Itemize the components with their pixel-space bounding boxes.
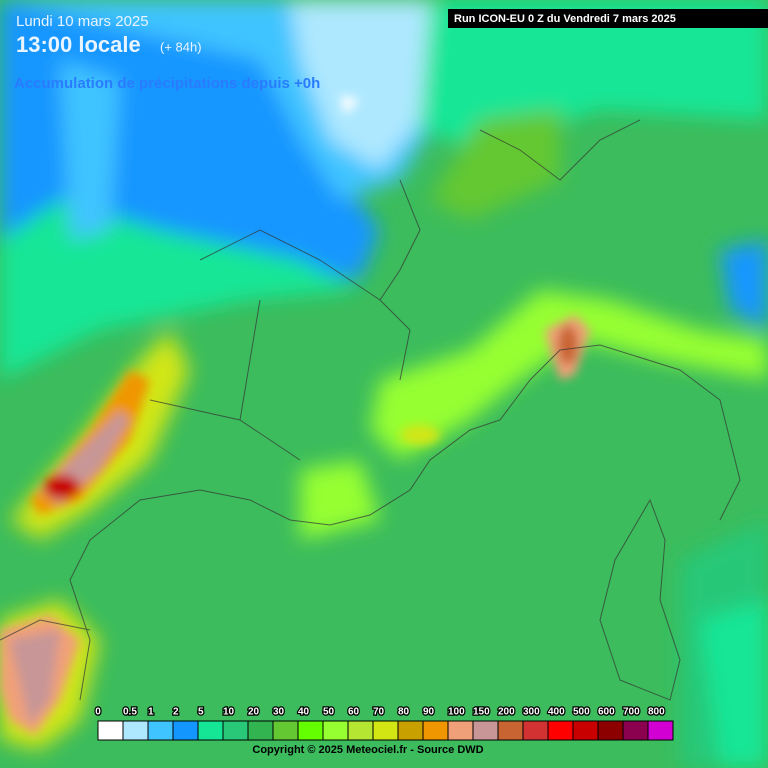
date: Lundi 10 mars 2025	[16, 13, 149, 30]
subtitle: Accumulation de précipitations depuis +0…	[14, 75, 320, 92]
legend-label: 70	[373, 707, 385, 718]
legend-swatch	[372, 720, 399, 741]
legend-label: 30	[273, 707, 285, 718]
time: 13:00 locale	[16, 32, 141, 57]
legend-label: 400	[548, 707, 565, 718]
legend-swatch	[547, 720, 574, 741]
legend-swatch	[622, 720, 649, 741]
legend-swatch	[522, 720, 549, 741]
legend-swatch	[197, 720, 224, 741]
run-box	[448, 9, 768, 28]
legend-swatch	[347, 720, 374, 741]
legend: 0 0.5 1 2 5 10 20 30 40 50 60 70 80 90 100 150 200 300 400…	[94, 705, 674, 741]
legend-label: 50	[323, 707, 335, 718]
legend-swatch	[322, 720, 349, 741]
legend-label: 0.5	[123, 707, 137, 718]
legend-label: 90	[423, 707, 435, 718]
legend-label: 10	[223, 707, 235, 718]
legend-label: 80	[398, 707, 410, 718]
legend-swatch	[222, 720, 249, 741]
legend-label: 20	[248, 707, 260, 718]
legend-label: 1	[148, 707, 154, 718]
legend-swatch	[497, 720, 524, 741]
legend-label: 600	[598, 707, 615, 718]
legend-swatch	[122, 720, 149, 741]
legend-label: 800	[648, 707, 665, 718]
copyright: Copyright © 2025 Meteociel.fr - Source D…	[252, 744, 483, 756]
legend-swatch	[97, 720, 124, 741]
legend-label: 5	[198, 707, 204, 718]
legend-swatch	[572, 720, 599, 741]
legend-label: 2	[173, 707, 179, 718]
legend-label: 40	[298, 707, 310, 718]
legend-label: 200	[498, 707, 515, 718]
lead-time: (+ 84h)	[160, 39, 202, 54]
legend-swatch	[247, 720, 274, 741]
legend-swatch	[172, 720, 199, 741]
legend-swatch	[147, 720, 174, 741]
run-label: Run ICON-EU 0 Z du Vendredi 7 mars 2025	[454, 13, 676, 25]
legend-label: 60	[348, 707, 360, 718]
legend-swatch	[597, 720, 624, 741]
legend-label: 500	[573, 707, 590, 718]
legend-swatch	[422, 720, 449, 741]
legend-swatch	[472, 720, 499, 741]
legend-swatch	[272, 720, 299, 741]
legend-swatch	[647, 720, 674, 741]
legend-swatch	[297, 720, 324, 741]
legend-swatch	[447, 720, 474, 741]
legend-swatch	[397, 720, 424, 741]
legend-label: 100	[448, 707, 465, 718]
borders	[0, 119, 741, 701]
legend-label: 700	[623, 707, 640, 718]
legend-label: 150	[473, 707, 490, 718]
legend-label: 0	[95, 707, 101, 718]
legend-label: 300	[523, 707, 540, 718]
